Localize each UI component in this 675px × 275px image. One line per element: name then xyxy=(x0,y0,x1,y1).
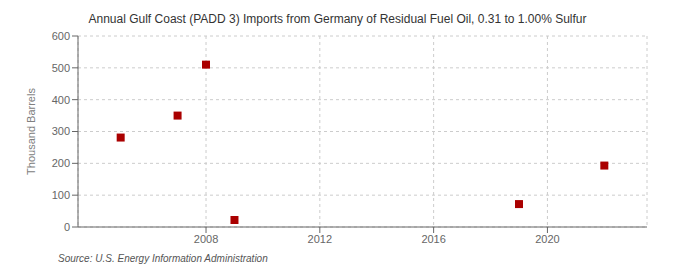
html-text:Source: U.S. Energy Informatio: Source: U.S. Energy Information Administ… xyxy=(58,253,268,264)
html-text:Annual Gulf Coast (PADD 3) Imp: Annual Gulf Coast (PADD 3) Imports from … xyxy=(88,12,587,26)
svg-text:600: 600 xyxy=(52,30,70,42)
svg-text:200: 200 xyxy=(52,157,70,169)
svg-text:500: 500 xyxy=(52,62,70,74)
svg-text:2020: 2020 xyxy=(535,233,559,245)
svg-text:300: 300 xyxy=(52,125,70,137)
svg-text:2016: 2016 xyxy=(421,233,445,245)
svg-text:400: 400 xyxy=(52,94,70,106)
svg-text:100: 100 xyxy=(52,189,70,201)
svg-text:Thousand Barrels: Thousand Barrels xyxy=(25,88,37,175)
svg-text:2012: 2012 xyxy=(308,233,332,245)
svg-text:2008: 2008 xyxy=(194,233,218,245)
svg-text:0: 0 xyxy=(64,221,70,233)
